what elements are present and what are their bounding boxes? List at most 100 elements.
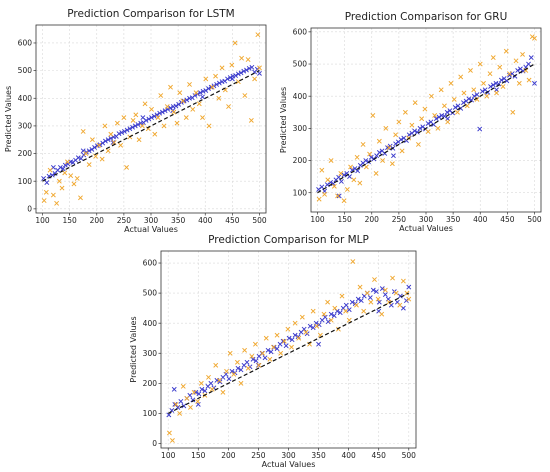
x-tick-label: 500 — [402, 451, 417, 460]
data-point — [355, 296, 361, 302]
data-point — [469, 97, 475, 103]
data-point — [196, 101, 202, 107]
y-tick-label: 300 — [18, 122, 33, 131]
data-point — [503, 48, 509, 54]
data-point — [278, 350, 284, 356]
data-point — [386, 299, 392, 305]
data-point — [238, 367, 244, 373]
data-point — [197, 90, 203, 96]
data-point — [513, 58, 519, 64]
data-point — [249, 353, 255, 359]
data-point — [169, 438, 175, 443]
data-point — [404, 290, 410, 296]
x-tick-label: 200 — [90, 216, 105, 225]
data-point — [346, 307, 352, 313]
data-point — [133, 112, 139, 118]
data-point — [331, 313, 337, 319]
y-tick-label: 600 — [143, 259, 158, 268]
data-point — [177, 90, 183, 96]
data-point — [74, 176, 80, 181]
data-point — [461, 90, 467, 96]
data-point — [203, 88, 209, 93]
chart-title: Prediction Comparison for MLP — [208, 234, 369, 246]
data-point — [526, 61, 531, 67]
data-point — [50, 192, 56, 198]
data-point — [321, 311, 327, 317]
data-point — [338, 179, 344, 184]
data-point — [452, 105, 458, 110]
data-point — [376, 150, 382, 155]
data-point — [375, 296, 381, 302]
data-point — [474, 96, 480, 102]
y-tick-label: 300 — [293, 124, 308, 133]
data-point — [325, 299, 331, 305]
data-point — [357, 180, 363, 186]
data-point — [283, 343, 289, 349]
data-point — [213, 73, 218, 79]
data-point — [192, 93, 198, 98]
y-tick-label: 600 — [293, 27, 308, 36]
data-point — [171, 386, 177, 392]
data-point — [350, 259, 356, 264]
data-point — [84, 149, 89, 155]
data-point — [487, 71, 493, 77]
x-tick-label: 400 — [198, 216, 213, 225]
data-point — [206, 86, 211, 92]
data-point — [166, 412, 172, 418]
data-point — [325, 177, 331, 183]
data-point — [390, 275, 395, 281]
data-point — [239, 55, 245, 61]
x-tick-label: 150 — [337, 215, 352, 224]
data-point — [100, 140, 106, 146]
data-point — [196, 391, 202, 397]
data-point — [383, 125, 389, 131]
data-point — [114, 120, 120, 126]
data-point — [379, 311, 385, 317]
data-point — [319, 184, 325, 190]
data-point — [402, 109, 408, 115]
data-point — [252, 341, 258, 347]
data-point — [399, 148, 405, 154]
data-point — [180, 383, 186, 389]
data-point — [316, 196, 322, 202]
y-tick-label: 100 — [18, 177, 33, 186]
x-tick-label: 350 — [446, 215, 461, 224]
x-tick-label: 100 — [310, 215, 325, 224]
data-point — [238, 380, 244, 386]
x-tick-label: 350 — [311, 451, 326, 460]
data-point — [173, 401, 179, 407]
chart-title: Prediction Comparison for GRU — [345, 11, 508, 23]
data-point — [526, 77, 532, 83]
data-point — [338, 170, 344, 176]
data-point — [435, 125, 441, 131]
x-tick-label: 150 — [191, 451, 206, 460]
data-point — [355, 168, 361, 174]
data-point — [83, 151, 89, 156]
data-point — [44, 180, 50, 186]
data-point — [135, 122, 141, 127]
x-axis-label: Actual Values — [399, 224, 453, 233]
series-1 — [166, 259, 412, 443]
data-point — [376, 299, 382, 305]
ticks: 100 150 200 250 300 350 400 450 5000100200300400… — [18, 39, 267, 225]
data-point — [206, 123, 212, 129]
data-point — [116, 131, 122, 137]
series-0 — [41, 64, 262, 186]
data-point — [89, 146, 95, 152]
y-axis-label: Predicted Values — [4, 86, 13, 152]
data-point — [187, 82, 192, 87]
data-point — [341, 172, 347, 178]
data-point — [164, 104, 170, 109]
y-tick-label: 200 — [293, 156, 308, 165]
chart-title: Prediction Comparison for LSTM — [67, 8, 234, 20]
data-point — [181, 403, 187, 409]
data-point — [324, 182, 330, 188]
data-point — [296, 335, 302, 341]
data-point — [246, 65, 252, 71]
data-point — [162, 108, 168, 114]
y-tick-label: 0 — [152, 439, 157, 448]
data-point — [528, 55, 534, 61]
data-point — [368, 154, 374, 160]
data-point — [244, 359, 250, 365]
